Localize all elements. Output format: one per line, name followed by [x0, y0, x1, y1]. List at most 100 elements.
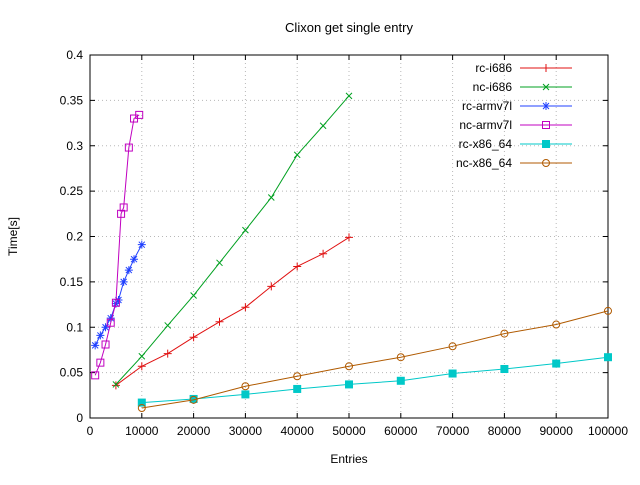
series-marker-rc-armv7l: [119, 277, 128, 286]
series-marker-nc-armv7l: [91, 371, 100, 380]
series-marker-nc-armv7l: [119, 203, 128, 212]
series-marker-rc-armv7l: [124, 266, 133, 275]
y-tick-label: 0.15: [60, 275, 84, 289]
series-marker-rc-x86_64: [345, 380, 353, 389]
legend-label-rc-i686: rc-i686: [475, 61, 512, 75]
series-marker-nc-armv7l: [101, 340, 110, 349]
series-marker-nc-x86_64: [241, 382, 250, 391]
series-line-rc-x86_64: [141, 356, 609, 404]
y-tick-label: 0.4: [66, 48, 83, 62]
series-marker-nc-armv7l: [135, 110, 144, 119]
series-marker-rc-i686: [215, 317, 224, 326]
series-marker-nc-i686: [190, 292, 197, 299]
series-marker-rc-i686: [241, 303, 250, 312]
series-marker-rc-armv7l: [101, 323, 110, 332]
x-tick-label: 10000: [125, 424, 159, 438]
legend-label-nc-x86_64: nc-x86_64: [456, 156, 512, 170]
series-marker-rc-x86_64: [396, 376, 405, 385]
series-line-nc-i686: [115, 95, 350, 385]
series-marker-rc-i686: [111, 381, 120, 390]
x-tick-label: 90000: [540, 424, 574, 438]
legend-marker-rc-i686: [542, 64, 550, 72]
series-marker-nc-x86_64: [189, 395, 198, 404]
x-tick-label: 30000: [229, 424, 263, 438]
series-marker-rc-i686: [345, 233, 353, 242]
chart-title: Clixon get single entry: [285, 20, 413, 35]
x-tick-label: 80000: [488, 424, 522, 438]
legend-marker-nc-i686: [542, 83, 550, 91]
series-line-rc-i686: [115, 236, 350, 386]
y-axis-label: Time[s]: [6, 217, 20, 256]
series-marker-nc-x86_64: [345, 362, 353, 371]
series-marker-nc-x86_64: [137, 404, 146, 413]
series-marker-rc-i686: [267, 282, 276, 291]
x-tick-label: 60000: [384, 424, 418, 438]
y-tick-label: 0.3: [66, 139, 83, 153]
series-line-nc-armv7l: [94, 114, 140, 376]
series-marker-rc-armv7l: [96, 331, 105, 340]
x-tick-label: 70000: [436, 424, 470, 438]
series-line-nc-x86_64: [141, 310, 609, 409]
series-marker-rc-i686: [319, 249, 328, 258]
series-marker-rc-i686: [189, 333, 198, 342]
x-tick-label: 50000: [332, 424, 366, 438]
x-tick-label: 0: [87, 424, 94, 438]
series-marker-nc-armv7l: [124, 143, 133, 152]
series-marker-rc-armv7l: [137, 240, 146, 249]
series-marker-nc-x86_64: [500, 329, 509, 338]
legend-marker-nc-armv7l: [542, 121, 550, 129]
legend-label-nc-i686: nc-i686: [473, 80, 513, 94]
legend-marker-nc-x86_64: [542, 159, 550, 167]
series-marker-nc-i686: [242, 226, 249, 234]
series-marker-nc-i686: [293, 151, 301, 159]
series-marker-rc-x86_64: [293, 384, 302, 393]
series-marker-rc-armv7l: [130, 255, 139, 264]
series-marker-nc-i686: [345, 92, 353, 100]
series-marker-nc-x86_64: [293, 372, 302, 381]
series-marker-nc-i686: [267, 194, 275, 201]
legend-label-nc-armv7l: nc-armv7l: [459, 118, 512, 132]
series-marker-rc-armv7l: [91, 341, 100, 350]
legend-marker-rc-armv7l: [542, 102, 550, 110]
series-marker-rc-i686: [163, 349, 172, 358]
series-marker-nc-x86_64: [396, 353, 405, 362]
y-tick-label: 0.25: [60, 184, 84, 198]
series-marker-nc-i686: [216, 259, 223, 267]
y-tick-label: 0.35: [60, 93, 84, 107]
y-tick-label: 0: [76, 411, 83, 425]
series-marker-nc-i686: [138, 352, 146, 360]
y-tick-label: 0.2: [66, 230, 83, 244]
series-marker-nc-i686: [112, 381, 120, 388]
legend-label-rc-armv7l: rc-armv7l: [462, 99, 512, 113]
series-marker-nc-armv7l: [106, 318, 115, 327]
series-marker-nc-i686: [319, 122, 327, 130]
x-tick-label: 20000: [177, 424, 211, 438]
series-marker-rc-x86_64: [552, 359, 561, 368]
series-marker-nc-i686: [164, 322, 172, 329]
series-marker-rc-armv7l: [106, 314, 115, 323]
series-marker-nc-armv7l: [96, 358, 105, 367]
series-marker-rc-x86_64: [241, 390, 250, 399]
series-marker-rc-x86_64: [448, 369, 457, 378]
series-marker-nc-x86_64: [448, 342, 457, 351]
legend-label-rc-x86_64: rc-x86_64: [459, 137, 513, 151]
series-marker-nc-armv7l: [111, 298, 120, 307]
series-marker-rc-x86_64: [604, 353, 612, 362]
series-marker-rc-x86_64: [500, 364, 509, 373]
series-marker-rc-i686: [137, 362, 146, 371]
y-tick-label: 0.05: [60, 366, 84, 380]
legend-marker-rc-x86_64: [542, 140, 550, 148]
x-tick-label: 40000: [281, 424, 315, 438]
x-axis-label: Entries: [330, 452, 367, 466]
series-marker-nc-armv7l: [117, 209, 126, 218]
series-marker-rc-x86_64: [137, 398, 146, 407]
series-marker-nc-x86_64: [552, 320, 561, 329]
series-marker-rc-armv7l: [114, 296, 123, 305]
series-marker-rc-i686: [293, 262, 302, 271]
y-tick-label: 0.1: [66, 320, 83, 334]
x-tick-label: 100000: [588, 424, 628, 438]
series-marker-nc-x86_64: [604, 306, 612, 315]
